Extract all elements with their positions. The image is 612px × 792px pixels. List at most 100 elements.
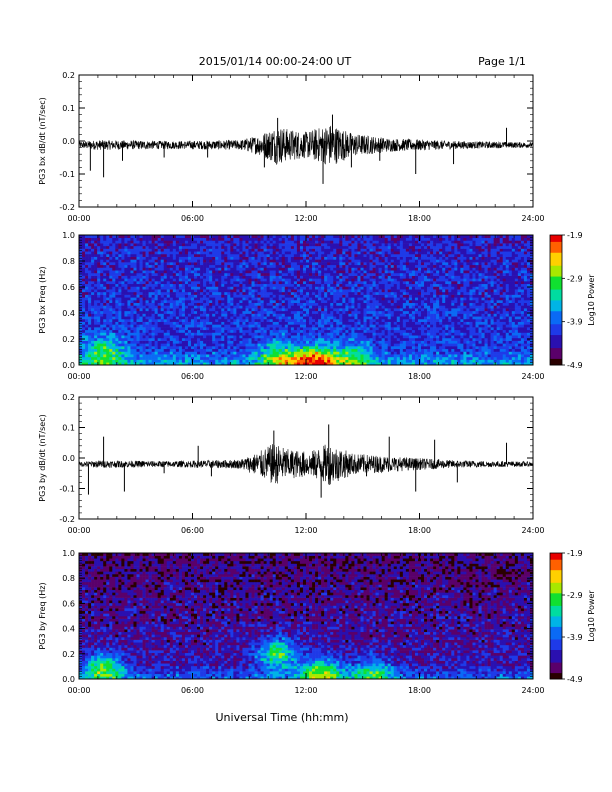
heatmap-cell bbox=[312, 348, 316, 352]
heatmap-cell bbox=[372, 283, 376, 287]
heatmap-cell bbox=[157, 340, 162, 344]
heatmap-cell bbox=[88, 329, 92, 333]
heatmap-cell bbox=[197, 286, 201, 290]
heatmap-cell bbox=[209, 329, 213, 333]
heatmap-cell bbox=[372, 267, 376, 271]
heatmap-cell bbox=[366, 321, 370, 325]
heatmap-cell bbox=[263, 251, 267, 255]
heatmap-cell bbox=[375, 313, 379, 317]
heatmap-cell bbox=[139, 251, 143, 255]
heatmap-cell bbox=[200, 332, 204, 336]
heatmap-cell bbox=[136, 253, 140, 257]
heatmap-cell bbox=[103, 286, 107, 290]
heatmap-cell bbox=[115, 313, 119, 317]
heatmap-cell bbox=[333, 253, 337, 257]
heatmap-cell bbox=[154, 324, 158, 328]
heatmap-cell bbox=[360, 340, 364, 344]
heatmap-cell bbox=[302, 310, 307, 314]
heatmap-cell bbox=[85, 348, 89, 352]
heatmap-cell bbox=[121, 302, 125, 306]
heatmap-cell bbox=[169, 289, 174, 293]
heatmap-cell bbox=[242, 297, 246, 301]
heatmap-cell bbox=[363, 291, 367, 295]
heatmap-cell bbox=[133, 248, 137, 252]
heatmap-cell bbox=[272, 305, 277, 309]
heatmap-cell bbox=[287, 310, 292, 314]
heatmap-cell bbox=[245, 294, 249, 298]
heatmap-cell bbox=[212, 327, 216, 331]
heatmap-cell bbox=[100, 354, 104, 358]
heatmap-cell bbox=[178, 281, 183, 285]
heatmap-cell bbox=[275, 321, 280, 325]
heatmap-cell bbox=[330, 259, 334, 263]
heatmap-cell bbox=[184, 235, 189, 239]
heatmap-cell bbox=[354, 264, 358, 268]
heatmap-cell bbox=[103, 267, 107, 271]
heatmap-cell bbox=[239, 332, 243, 336]
heatmap-cell bbox=[266, 354, 270, 358]
heatmap-cell bbox=[127, 359, 131, 363]
heatmap-cell bbox=[181, 354, 186, 358]
heatmap-cell bbox=[136, 270, 140, 274]
heatmap-cell bbox=[348, 335, 352, 339]
heatmap-cell bbox=[82, 281, 86, 285]
heatmap-cell bbox=[200, 256, 204, 260]
heatmap-cell bbox=[79, 356, 83, 360]
heatmap-cell bbox=[233, 329, 237, 333]
heatmap-cell bbox=[230, 248, 234, 252]
heatmap-cell bbox=[127, 351, 131, 355]
heatmap-cell bbox=[242, 343, 246, 347]
heatmap-cell bbox=[187, 275, 192, 279]
heatmap-cell bbox=[318, 332, 322, 336]
heatmap-cell bbox=[330, 343, 334, 347]
heatmap-cell bbox=[163, 316, 168, 320]
heatmap-cell bbox=[236, 351, 240, 355]
heatmap-cell bbox=[284, 316, 289, 320]
heatmap-cell bbox=[178, 351, 183, 355]
heatmap-cell bbox=[221, 281, 225, 285]
heatmap-cell bbox=[112, 332, 116, 336]
heatmap-cell bbox=[200, 297, 204, 301]
heatmap-cell bbox=[190, 264, 195, 268]
heatmap-cell bbox=[324, 264, 328, 268]
heatmap-cell bbox=[221, 289, 225, 293]
heatmap-cell bbox=[85, 240, 89, 244]
heatmap-cell bbox=[302, 272, 307, 276]
heatmap-cell bbox=[369, 348, 373, 352]
heatmap-cell bbox=[339, 356, 343, 360]
heatmap-cell bbox=[287, 243, 292, 247]
heatmap-cell bbox=[272, 324, 277, 328]
heatmap-cell bbox=[336, 245, 340, 249]
heatmap-cell bbox=[103, 259, 107, 263]
heatmap-cell bbox=[148, 329, 152, 333]
heatmap-cell bbox=[302, 302, 307, 306]
heatmap-cell bbox=[309, 318, 313, 322]
heatmap-cell bbox=[118, 291, 122, 295]
heatmap-cell bbox=[206, 335, 210, 339]
heatmap-cell bbox=[336, 278, 340, 282]
heatmap-cell bbox=[239, 302, 243, 306]
heatmap-cell bbox=[178, 291, 183, 295]
heatmap-cell bbox=[142, 253, 146, 257]
heatmap-cell bbox=[166, 245, 171, 249]
heatmap-cell bbox=[378, 321, 382, 325]
heatmap-cell bbox=[348, 362, 352, 366]
heatmap-cell bbox=[354, 235, 358, 239]
heatmap-cell bbox=[85, 362, 89, 366]
heatmap-cell bbox=[369, 262, 373, 266]
heatmap-cell bbox=[293, 243, 298, 247]
heatmap-cell bbox=[124, 267, 128, 271]
heatmap-cell bbox=[363, 237, 367, 241]
heatmap-cell bbox=[230, 259, 234, 263]
heatmap-cell bbox=[278, 356, 283, 360]
heatmap-cell bbox=[299, 362, 304, 366]
heatmap-cell bbox=[109, 354, 113, 358]
heatmap-cell bbox=[184, 281, 189, 285]
heatmap-cell bbox=[181, 316, 186, 320]
heatmap-cell bbox=[315, 291, 319, 295]
heatmap-cell bbox=[82, 297, 86, 301]
heatmap-cell bbox=[184, 324, 189, 328]
heatmap-cell bbox=[82, 235, 86, 239]
heatmap-cell bbox=[342, 272, 346, 276]
heatmap-cell bbox=[290, 302, 295, 306]
